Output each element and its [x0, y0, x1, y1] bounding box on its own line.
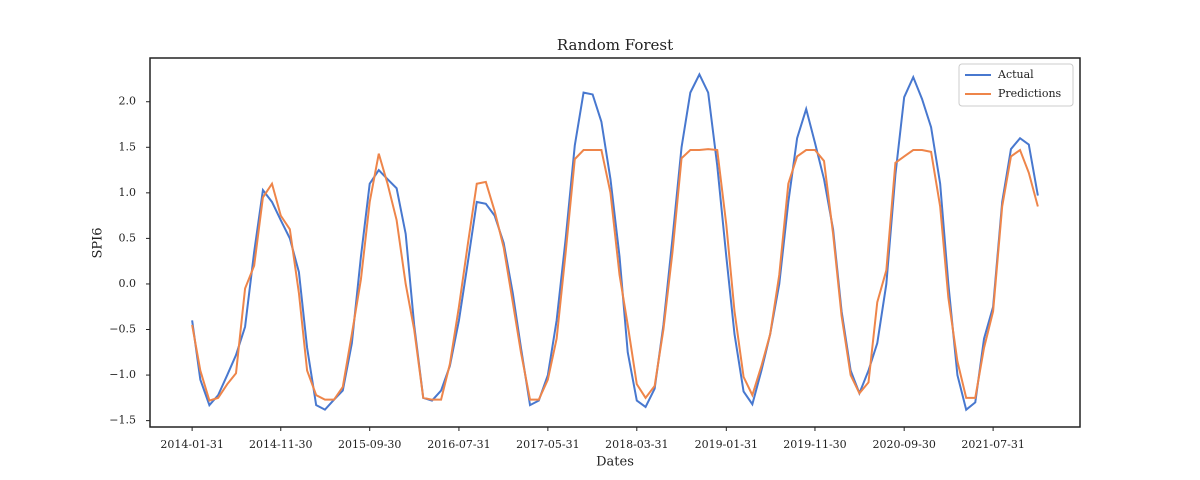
- y-tick-label: −1.5: [109, 414, 136, 427]
- y-tick-label: 2.0: [119, 95, 137, 108]
- y-axis-label: SPI6: [91, 227, 106, 258]
- y-tick-label: −1.0: [109, 368, 136, 381]
- y-tick-label: 0.0: [119, 277, 137, 290]
- x-axis-label: Dates: [596, 455, 634, 470]
- y-tick-label: 0.5: [119, 231, 137, 244]
- legend-label: Predictions: [998, 87, 1062, 100]
- x-tick-label: 2015-09-30: [338, 438, 401, 451]
- x-tick-label: 2014-11-30: [249, 438, 312, 451]
- x-tick-label: 2014-01-31: [160, 438, 223, 451]
- x-tick-label: 2016-07-31: [427, 438, 490, 451]
- x-tick-label: 2017-05-31: [516, 438, 579, 451]
- data-line: [191, 148, 1039, 402]
- chart-title: Random Forest: [557, 36, 673, 54]
- y-tick-label: 1.5: [119, 140, 137, 153]
- x-tick-label: 2019-11-30: [783, 438, 846, 451]
- x-tick-label: 2018-03-31: [605, 438, 668, 451]
- plot-frame: [149, 57, 1081, 428]
- legend-label: Actual: [997, 68, 1034, 81]
- y-tick-label: −0.5: [109, 323, 136, 336]
- y-tick-label: 1.0: [119, 186, 137, 199]
- x-tick-label: 2021-07-31: [961, 438, 1024, 451]
- x-tick-label: 2020-09-30: [872, 438, 935, 451]
- x-tick-label: 2019-01-31: [695, 438, 758, 451]
